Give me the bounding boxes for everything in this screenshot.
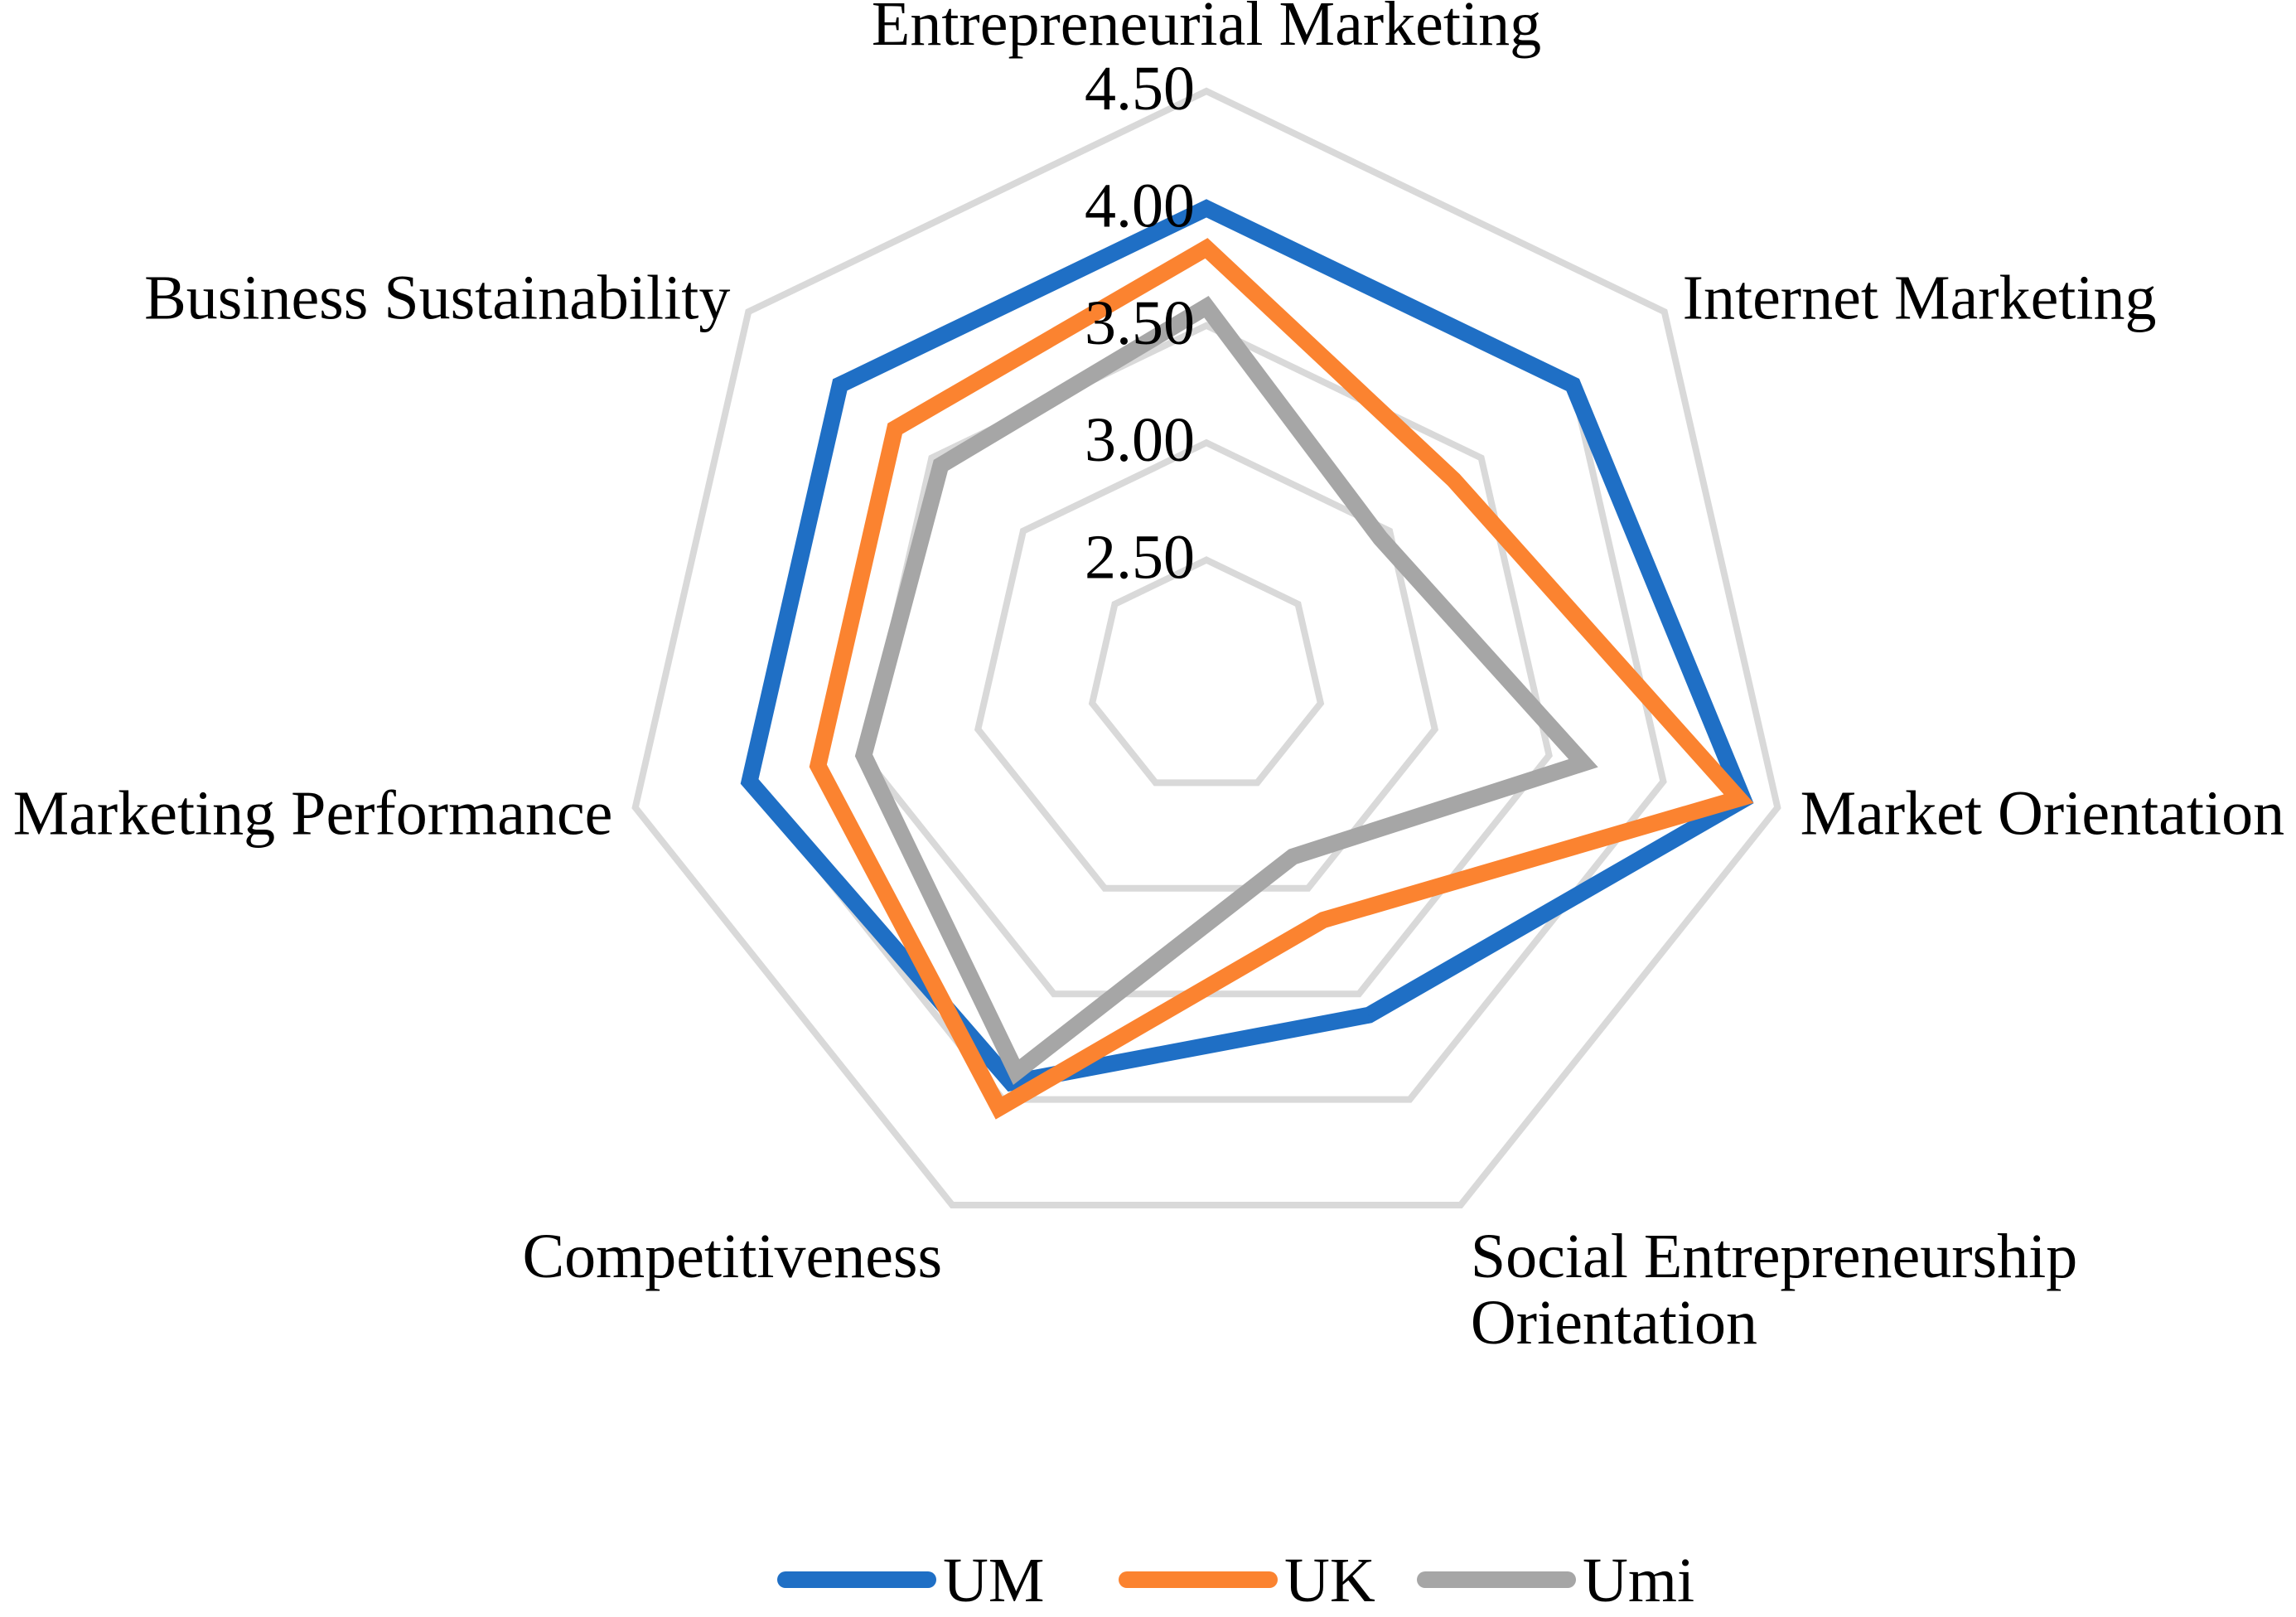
- category-label-line: Business Sustainability: [144, 264, 730, 333]
- data-point-uk-3: [1738, 797, 1740, 800]
- category-labels: Entrepreneurial Marketing Internet Market…: [13, 0, 2285, 1358]
- radial-tick-labels: 2.50 3.00 3.50 4.00 4.50: [1085, 54, 1195, 593]
- category-label-line: Marketing Performance: [13, 779, 613, 849]
- grid-ring-3: [860, 322, 1553, 998]
- category-label-competitiveness: Competitiveness: [522, 1222, 942, 1291]
- legend-item-umi: Umi: [1417, 1546, 1694, 1615]
- data-point-uk-6: [817, 764, 819, 767]
- category-label-line: Social Entrepreneurship: [1471, 1222, 2077, 1291]
- legend-item-um: UM: [777, 1546, 1044, 1615]
- category-label-line: Orientation: [1471, 1288, 1757, 1358]
- legend-label: Umi: [1583, 1546, 1694, 1615]
- data-point-umi-2: [1380, 537, 1382, 540]
- data-point-um-4: [1368, 1014, 1370, 1016]
- data-point-umi-4: [1292, 855, 1294, 858]
- tick-label: 4.00: [1085, 171, 1195, 240]
- tick-label: 2.50: [1085, 523, 1195, 593]
- series-line-umi: [854, 295, 1598, 1085]
- grid-ring-1: [1088, 556, 1325, 787]
- data-point-um-7: [839, 384, 841, 386]
- data-point-um-6: [748, 780, 751, 782]
- data-point-uk-5: [998, 1106, 1000, 1109]
- data-point-uk-7: [894, 428, 897, 430]
- data-point-umi-1: [1206, 306, 1207, 308]
- data-point-um-1: [1206, 207, 1207, 210]
- series-lines: [740, 199, 1754, 1120]
- data-point-uk-4: [1322, 919, 1325, 922]
- data-point-um-5: [1010, 1082, 1013, 1084]
- category-label-entrepreneurial-marketing: Entrepreneurial Marketing: [872, 0, 1541, 59]
- tick-label: 4.50: [1085, 54, 1195, 123]
- category-label-business-sustainability: Business Sustainability: [144, 264, 730, 333]
- legend-label: UK: [1284, 1546, 1375, 1615]
- grid-ring-5: [631, 87, 1781, 1208]
- legend-item-uk: UK: [1119, 1546, 1375, 1615]
- category-label-line: Entrepreneurial Marketing: [872, 0, 1541, 59]
- legend-label: UM: [943, 1546, 1044, 1615]
- category-label-market-orientation: Market Orientation: [1801, 779, 2285, 849]
- data-point-umi-6: [863, 754, 865, 757]
- category-label-line: Competitiveness: [522, 1222, 942, 1291]
- data-point-uk-1: [1206, 247, 1207, 249]
- data-point-umi-3: [1582, 762, 1584, 764]
- series-line-um: [740, 199, 1754, 1092]
- category-label-line: Internet Marketing: [1683, 264, 2157, 333]
- tick-label: 3.00: [1085, 405, 1195, 475]
- data-point-um-2: [1572, 384, 1574, 386]
- tick-label: 3.50: [1085, 288, 1195, 358]
- data-point-umi-5: [1015, 1071, 1017, 1073]
- data-point-uk-2: [1453, 478, 1455, 481]
- legend: UM UK Umi: [777, 1546, 1694, 1615]
- category-label-marketing-performance: Marketing Performance: [13, 779, 613, 849]
- category-label-line: Market Orientation: [1801, 779, 2285, 849]
- data-point-umi-7: [940, 464, 942, 467]
- series-line-uk: [809, 238, 1754, 1120]
- category-label-internet-marketing: Internet Marketing: [1683, 264, 2157, 333]
